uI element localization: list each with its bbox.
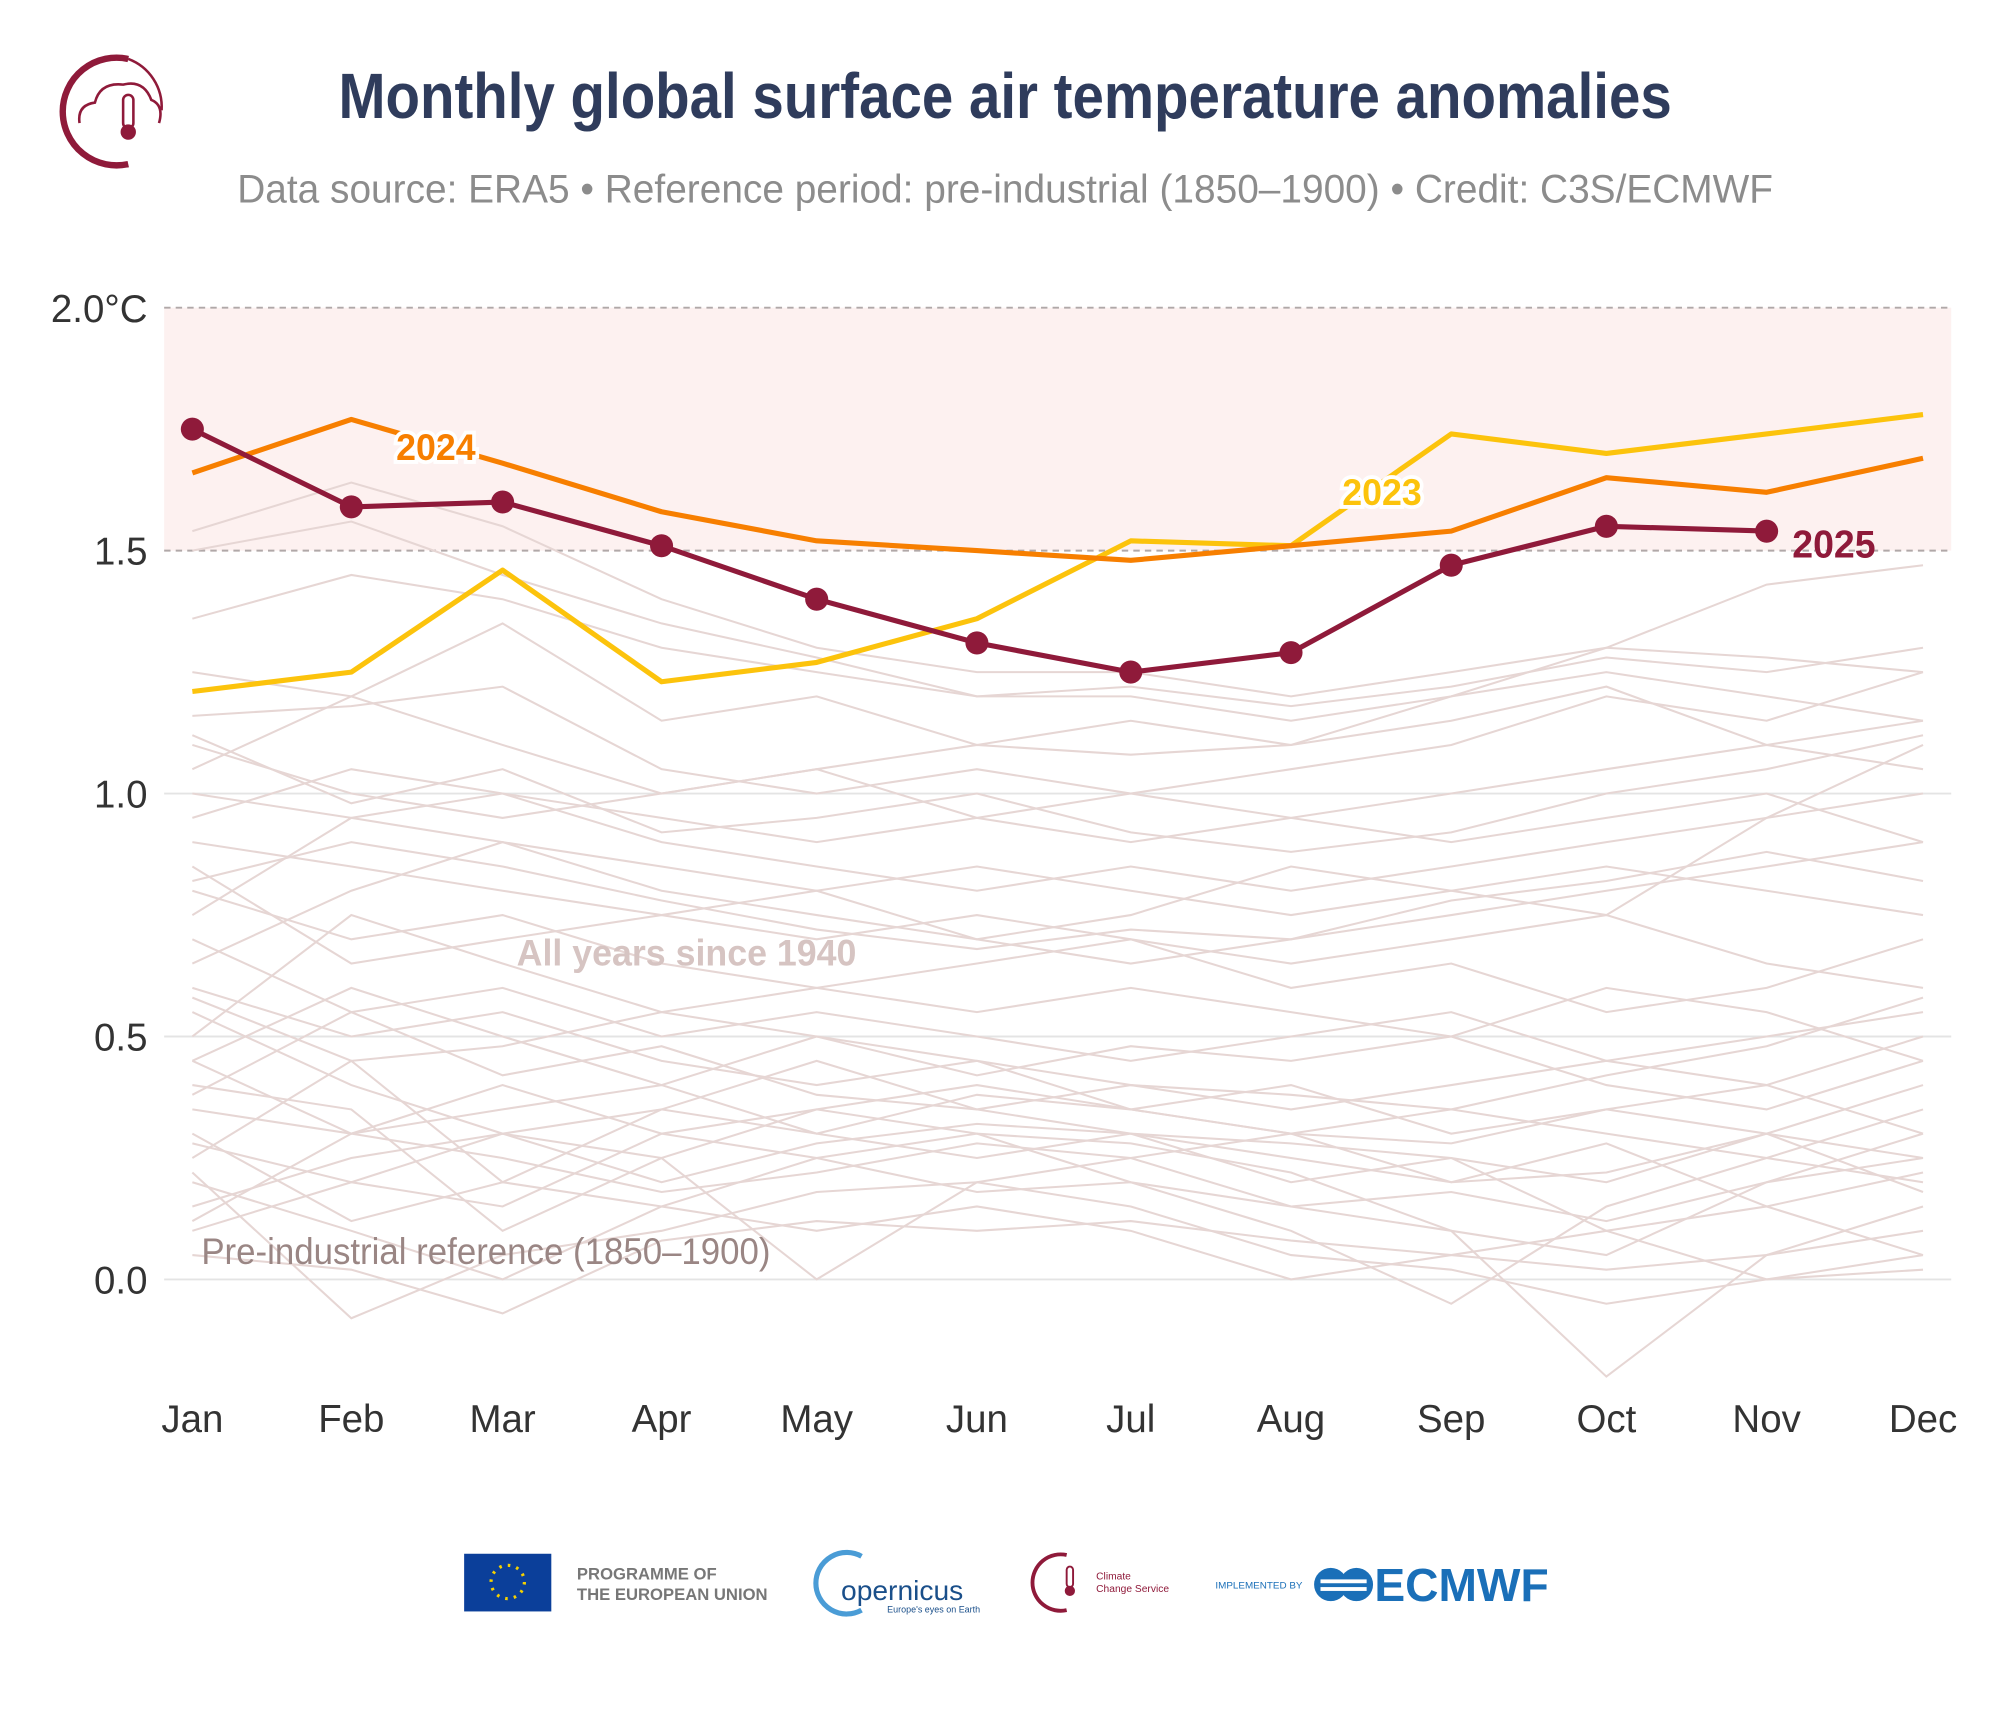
data-point-2025 <box>1755 519 1779 543</box>
eu-text-line1: PROGRAMME OF <box>577 1564 717 1583</box>
x-tick-label: Sep <box>1417 1398 1485 1441</box>
ecmwf-logo: IMPLEMENTED BY ECMWF <box>1215 1559 1548 1611</box>
x-tick-label: Oct <box>1576 1398 1636 1441</box>
background-year-line <box>191 1011 1924 1184</box>
background-year-line <box>191 1132 1924 1378</box>
background-year-line <box>192 986 1924 1111</box>
background-year-line <box>191 685 1924 795</box>
background-year-line <box>192 841 1924 989</box>
x-tick-label: Jun <box>946 1398 1008 1441</box>
background-year-line <box>192 889 1924 1062</box>
x-tick-label: Aug <box>1257 1398 1325 1441</box>
background-year-line <box>192 841 1924 951</box>
chart-title: Monthly global surface air temperature a… <box>339 60 1672 132</box>
background-year-line <box>192 1108 1924 1257</box>
data-point-2025 <box>805 587 829 611</box>
copernicus-logo: opernicus Europe's eyes on Earth <box>813 1549 980 1617</box>
background-year-line <box>192 1084 1924 1281</box>
background-year-line <box>192 573 1924 722</box>
background-year-line <box>191 996 1924 1111</box>
background-year-line <box>191 1059 1924 1257</box>
series-label-2023: 2023 <box>1342 471 1421 513</box>
x-tick-label: Mar <box>469 1398 535 1441</box>
background-year-line <box>192 1181 1924 1281</box>
eu-logo: PROGRAMME OF THE EUROPEAN UNION <box>464 1553 768 1612</box>
eu-text-line2: THE EUROPEAN UNION <box>577 1585 768 1604</box>
y-tick-label: 2.0°C <box>51 288 148 331</box>
y-tick-label: 0.5 <box>94 1017 147 1060</box>
data-point-2025 <box>1119 660 1143 684</box>
data-point-2025 <box>650 534 674 558</box>
data-point-2025 <box>1594 514 1618 538</box>
background-year-line <box>191 1171 1924 1320</box>
background-year-line <box>191 1059 1924 1145</box>
series-line-2023 <box>192 412 1924 695</box>
data-point-2025 <box>339 495 363 519</box>
all-years-label: All years since 1940 <box>517 931 857 973</box>
copernicus-text: opernicus <box>841 1574 963 1606</box>
c3s-logo-icon <box>59 54 163 169</box>
data-point-2025 <box>491 490 515 514</box>
background-year-line <box>191 792 1924 916</box>
background-year-line <box>191 996 1924 1111</box>
background-year-line <box>192 1108 1924 1305</box>
ecmwf-text: ECMWF <box>1374 1559 1548 1611</box>
y-tick-label: 0.0 <box>94 1260 147 1303</box>
background-year-line <box>191 986 1924 1135</box>
data-point-2025 <box>965 631 989 655</box>
chart-subtitle: Data source: ERA5 • Reference period: pr… <box>237 168 1773 212</box>
series-label-2025: 2025 <box>1792 524 1875 567</box>
background-year-line <box>191 734 1924 853</box>
background-year-line <box>192 1122 1924 1208</box>
x-tick-label: Jul <box>1106 1398 1155 1441</box>
background-year-line <box>192 671 1924 795</box>
background-year-line <box>191 1132 1924 1222</box>
x-tick-label: Nov <box>1732 1398 1801 1441</box>
y-tick-label: 1.0 <box>94 774 147 817</box>
preindustrial-label: Pre-industrial reference (1850–1900) <box>201 1230 770 1272</box>
background-year-line <box>192 1083 1924 1184</box>
data-point-2025 <box>1439 553 1463 577</box>
copernicus-tagline: Europe's eyes on Earth <box>887 1605 980 1615</box>
series-label-2024: 2024 <box>396 426 476 468</box>
c3s-text-line1: Climate <box>1096 1571 1131 1582</box>
x-tick-label: Feb <box>318 1398 384 1441</box>
implemented-by-text: IMPLEMENTED BY <box>1215 1580 1302 1590</box>
background-year-line <box>191 938 1924 1062</box>
c3s-text-line2: Change Service <box>1096 1584 1169 1595</box>
x-tick-label: Apr <box>632 1398 692 1441</box>
y-tick-label: 1.5 <box>94 531 147 574</box>
background-year-line <box>192 1220 1924 1315</box>
c3s-footer-logo: Climate Change Service <box>1030 1552 1169 1613</box>
background-year-line <box>192 792 1924 917</box>
series-line-2024 <box>191 416 1924 563</box>
shaded-band-1p5-2 <box>164 307 1952 551</box>
background-year-line <box>192 481 1924 698</box>
data-point-2025 <box>180 417 204 441</box>
x-tick-label: May <box>780 1398 853 1441</box>
background-year-line <box>191 841 1924 965</box>
data-point-2025 <box>1279 641 1303 665</box>
background-year-line <box>192 743 1924 844</box>
x-tick-label: Jan <box>161 1398 223 1441</box>
background-year-line <box>192 622 1924 747</box>
background-year-line <box>192 743 1924 844</box>
x-tick-label: Dec <box>1889 1398 1957 1441</box>
background-year-line <box>192 520 1924 708</box>
background-year-line <box>191 744 1924 965</box>
